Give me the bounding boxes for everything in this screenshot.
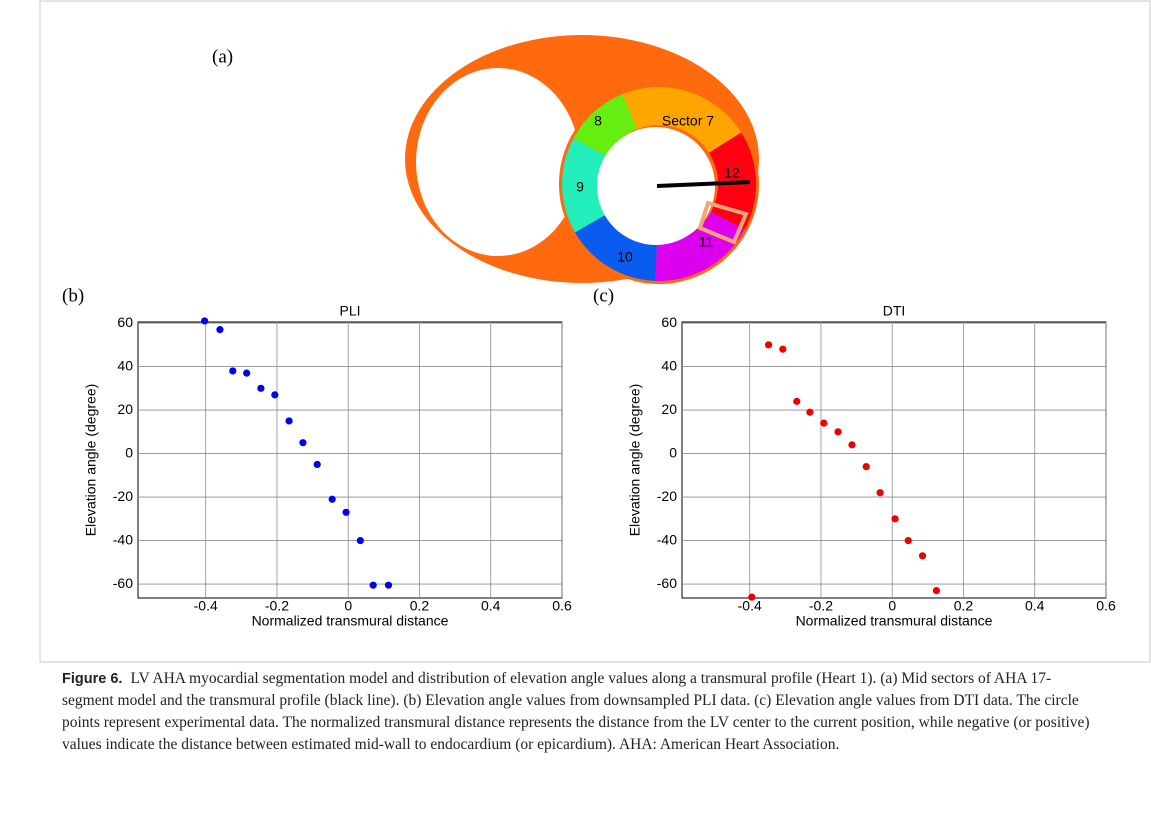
sector-label: 12 (724, 165, 740, 181)
data-point (904, 536, 912, 545)
y-tick-label: -20 (657, 488, 677, 504)
caption: Figure 6. LV AHA myocardial segmentation … (62, 668, 1102, 756)
figure: Sector 7 8 9 10 11 12 (a) (b) (c) -0.4 -0.2 0 0.… (39, 0, 1151, 663)
data-point (806, 408, 814, 416)
x-tick-label: 0.2 (410, 598, 430, 614)
x-axis-label: Normalized transmural distance (252, 613, 449, 629)
data-point (848, 441, 856, 449)
sector-label: Sector 7 (662, 113, 714, 129)
x-tick-label: 0 (888, 598, 896, 614)
panel-label: (b) (62, 285, 84, 306)
sector-label: 9 (576, 179, 584, 195)
y-tick-label: -40 (113, 531, 133, 547)
y-axis-label: Elevation angle (degree) (83, 384, 99, 537)
data-point (285, 417, 293, 425)
lv-sector (573, 94, 637, 157)
y-tick-label: -60 (113, 575, 133, 591)
y-tick-label: -60 (657, 575, 677, 591)
lv-cavity (597, 127, 715, 245)
x-tick-label: 0.6 (1096, 598, 1116, 614)
panel-label: (c) (593, 285, 614, 306)
lv-sector (561, 138, 608, 233)
heart-diagram: Sector 7 8 9 10 11 12 (405, 35, 759, 284)
figure-frame (39, 0, 1151, 663)
x-tick-label: 0 (344, 598, 352, 614)
y-axis-label: Elevation angle (degree) (627, 384, 643, 537)
y-tick-label: 20 (117, 401, 133, 417)
y-tick-label: 0 (669, 444, 677, 460)
y-tick-label: 20 (661, 401, 677, 417)
rv-cavity (416, 68, 580, 256)
plot-frame (681, 321, 1107, 599)
data-point (342, 508, 350, 516)
roi-box (697, 200, 749, 245)
caption-label: Figure 6. (62, 671, 123, 687)
lv-sector (622, 86, 742, 153)
data-point (748, 593, 756, 601)
data-point (216, 326, 224, 334)
data-point (779, 345, 787, 353)
sector-label: 8 (594, 113, 602, 129)
data-point (201, 317, 209, 325)
x-tick-label: -0.2 (265, 598, 289, 614)
x-tick-label: -0.4 (738, 598, 762, 614)
data-point (229, 367, 237, 375)
data-point (793, 397, 801, 405)
plot-frame (137, 321, 563, 599)
data-point (834, 428, 842, 436)
data-point (764, 341, 773, 349)
data-point (932, 587, 941, 595)
data-point (891, 515, 899, 523)
chart-title: PLI (339, 303, 360, 319)
lv-sector (655, 211, 745, 282)
y-tick-label: 60 (661, 314, 677, 330)
data-point (313, 460, 321, 469)
data-point (328, 495, 336, 503)
y-tick-label: 40 (117, 357, 133, 373)
x-tick-label: 0.4 (481, 598, 501, 614)
scatter-chart: -0.4 -0.2 0 0.2 0.4 0.6 -60 -40 -20 0 20 40 60 DTI Nor… (627, 303, 1116, 629)
y-tick-label: 40 (661, 357, 677, 373)
y-tick-label: 60 (117, 314, 133, 330)
sector-label: 10 (617, 249, 633, 265)
data-point (862, 463, 870, 471)
x-tick-label: -0.4 (194, 598, 218, 614)
y-tick-label: -20 (113, 488, 133, 504)
data-point (243, 369, 251, 377)
y-tick-label: -40 (657, 531, 677, 547)
data-point (384, 581, 393, 589)
panel-label: (a) (212, 46, 233, 67)
chart-title: DTI (883, 303, 906, 319)
x-tick-label: 0.4 (1025, 598, 1045, 614)
data-point (369, 581, 377, 589)
data-point (257, 384, 265, 392)
x-tick-label: -0.2 (809, 598, 833, 614)
x-axis-label: Normalized transmural distance (796, 613, 993, 629)
x-tick-label: 0.6 (552, 598, 572, 614)
caption-text: LV AHA myocardial segmentation model and… (62, 670, 1090, 753)
data-point (820, 419, 828, 427)
data-point (356, 536, 364, 545)
y-tick-label: 0 (125, 444, 133, 460)
scatter-chart: -0.4 -0.2 0 0.2 0.4 0.6 -60 -40 -20 0 20 40 60 PLI Nor… (83, 303, 572, 629)
data-point (299, 439, 307, 447)
data-point (918, 552, 927, 560)
data-point (271, 391, 279, 399)
x-tick-label: 0.2 (954, 598, 974, 614)
data-point (876, 489, 884, 497)
transmural-profile (656, 180, 751, 188)
sector-label: 11 (699, 234, 714, 250)
lv-sector (574, 213, 657, 281)
